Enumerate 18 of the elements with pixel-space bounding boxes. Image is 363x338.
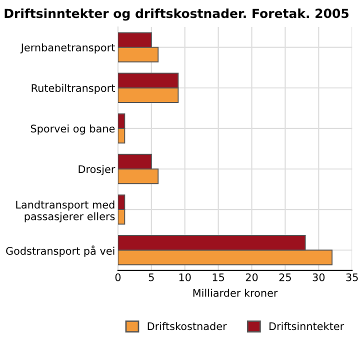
x-tick-label: 20	[246, 273, 258, 282]
legend-label: Driftskostnader	[148, 322, 227, 330]
y-tick-label: Rutebiltransport	[32, 84, 115, 94]
chart-title: Driftsinntekter og driftskostnader. Foretak. 2005	[4, 8, 349, 21]
y-tick-label: Sporvei og bane	[30, 124, 115, 135]
x-axis-title: Milliarder kroner	[193, 288, 278, 297]
x-tick-label: 0	[115, 273, 121, 282]
x-tick-label: 25	[279, 273, 291, 282]
y-tick-label: Jernbanetransport	[20, 43, 115, 54]
x-tick-label: 15	[212, 274, 224, 282]
y-tick-label: Godstransport på vei	[6, 246, 114, 257]
x-tick-label: 5	[148, 274, 154, 282]
y-tick-label: Landtransport med passasjerer ellers	[16, 200, 115, 222]
x-tick-label: 35	[346, 273, 358, 282]
x-tick-label: 30	[312, 273, 325, 282]
y-tick-label: Drosjer	[78, 165, 116, 176]
x-tick-label: 10	[179, 273, 191, 282]
legend-label: Driftsinntekter	[270, 322, 344, 330]
